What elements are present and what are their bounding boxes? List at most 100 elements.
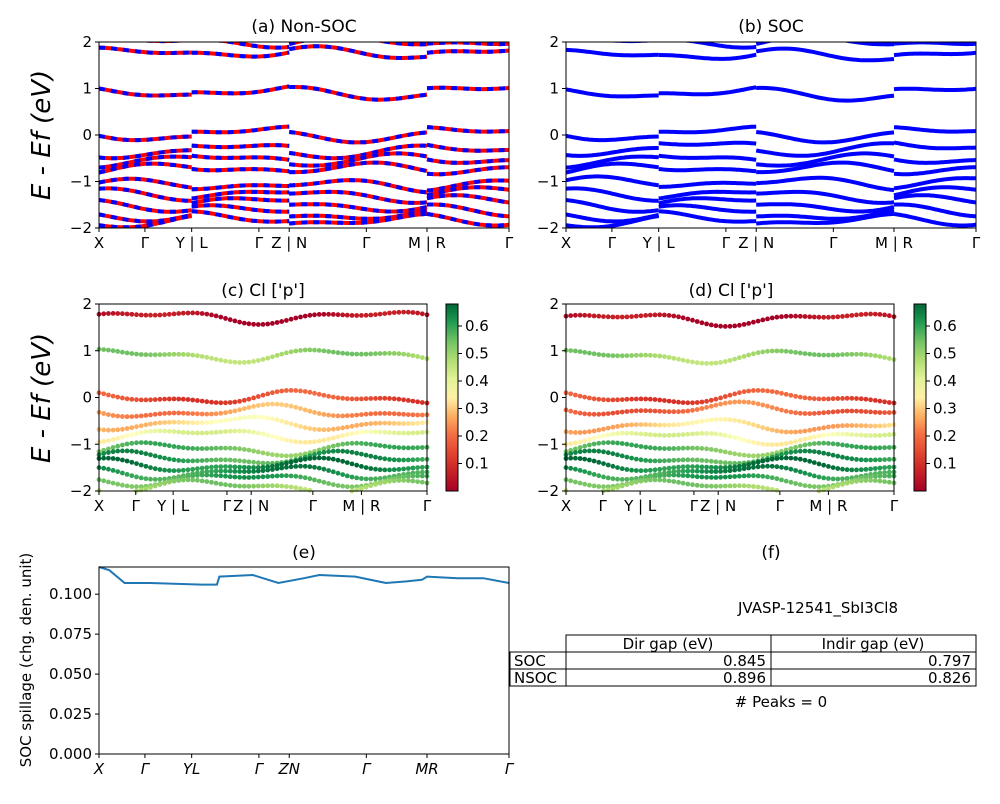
projection-point (190, 430, 196, 436)
projection-point (180, 458, 186, 464)
projection-point (877, 445, 883, 451)
projection-point (354, 462, 360, 468)
projection-point (671, 422, 677, 428)
projection-point (737, 467, 742, 472)
projection-point (396, 421, 402, 426)
projection-point (138, 397, 144, 403)
projection-point (671, 479, 677, 484)
projection-point (106, 347, 111, 353)
projection-point (148, 476, 153, 482)
projection-point (732, 474, 738, 479)
projection-point (302, 463, 308, 469)
projection-point (232, 483, 238, 489)
projection-point (816, 426, 822, 431)
projection-point (858, 432, 864, 438)
x-tick-label: Γ (505, 760, 515, 778)
projection-point (265, 460, 271, 466)
band-line-dashed (191, 84, 290, 96)
projection-point (377, 455, 383, 461)
projection-point (251, 465, 256, 470)
projection-point (110, 427, 116, 433)
projection-point (405, 309, 411, 315)
projection-point (732, 323, 738, 329)
projection-point (573, 466, 578, 472)
projection-point (788, 455, 794, 461)
projection-point (396, 396, 402, 402)
y-tick-label: 0 (82, 126, 92, 144)
projection-point (227, 317, 233, 323)
projection-point (265, 355, 271, 361)
projection-point (195, 353, 200, 359)
projection-point (321, 311, 327, 317)
projection-point (148, 397, 153, 403)
projection-point (241, 483, 247, 489)
band-line (566, 161, 659, 175)
projection-point (666, 398, 672, 404)
projection-point (410, 398, 416, 404)
colorbar-tick-label: 0.1 (933, 455, 957, 473)
projection-point (302, 313, 308, 319)
projection-point (633, 408, 639, 414)
projection-point (368, 396, 374, 401)
projection-point (868, 352, 873, 358)
projection-point (195, 310, 200, 316)
projection-point (129, 432, 135, 437)
projection-point (316, 427, 322, 432)
projection-point (227, 428, 233, 434)
projection-point (241, 320, 247, 326)
projection-point (260, 460, 266, 466)
projection-point (718, 483, 723, 489)
projection-point (877, 312, 883, 317)
projection-point (115, 394, 121, 400)
projection-point (227, 445, 233, 451)
projection-point (699, 464, 705, 470)
projection-point (115, 413, 121, 419)
projection-point (237, 464, 243, 470)
projection-point (615, 314, 620, 320)
projection-point (685, 358, 691, 364)
projection-point (765, 348, 770, 354)
projection-point (293, 453, 299, 458)
projection-point (354, 450, 360, 456)
projection-point (699, 469, 705, 474)
projection-point (685, 481, 691, 487)
x-tick-label: Γ (423, 497, 432, 515)
projection-point (746, 462, 752, 467)
projection-point (629, 442, 634, 448)
projection-point (872, 409, 878, 415)
projection-point (596, 396, 602, 402)
projection-point (643, 408, 649, 414)
projection-point (577, 445, 583, 450)
projection-point (148, 485, 153, 490)
projection-point (868, 409, 873, 415)
x-tick-label: M | R (342, 497, 380, 515)
projection-point (120, 426, 125, 432)
band-line (566, 133, 659, 143)
projection-point (760, 473, 766, 479)
projection-point (582, 411, 588, 417)
projection-point (746, 473, 752, 479)
projection-point (718, 474, 723, 480)
projection-point (587, 395, 592, 401)
projection-point (180, 352, 186, 357)
projection-point (587, 470, 592, 476)
projection-point (171, 429, 177, 434)
band-line (756, 189, 895, 205)
projection-point (868, 466, 873, 472)
projection-point (633, 396, 639, 402)
projection-point (171, 444, 177, 449)
projection-point (255, 483, 261, 489)
projection-point (816, 314, 822, 320)
projection-point (335, 442, 341, 448)
band-line-dashed (99, 198, 192, 214)
projection-point (821, 314, 827, 320)
projection-point (316, 391, 322, 397)
projection-point (854, 478, 859, 484)
projection-point (241, 475, 247, 480)
projection-point (774, 406, 780, 412)
projection-point (807, 441, 813, 447)
projection-point (199, 311, 205, 316)
projection-point (662, 409, 667, 414)
projection-point (124, 433, 130, 439)
projection-point (232, 318, 238, 324)
